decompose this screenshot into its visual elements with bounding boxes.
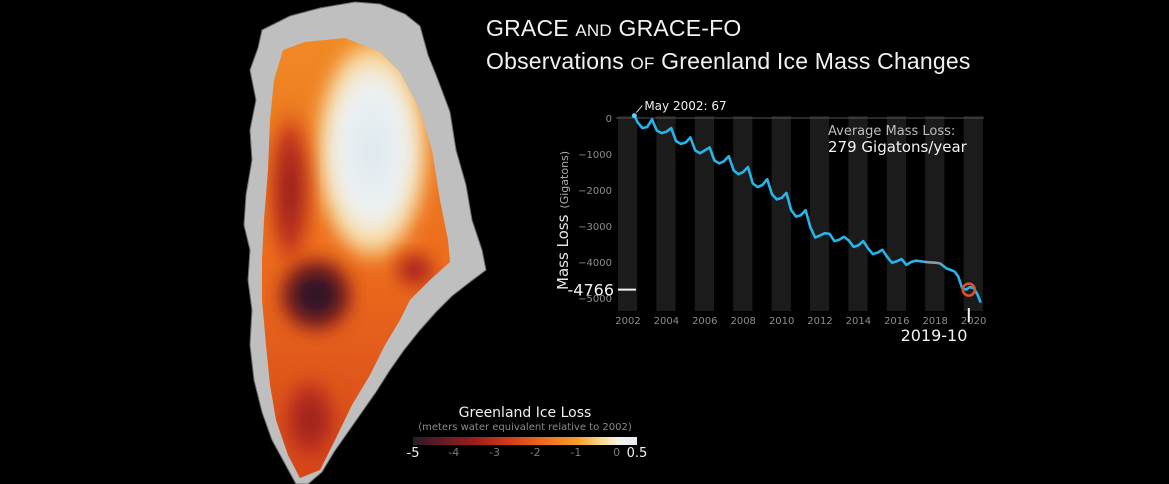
x-tick-label: 2018 xyxy=(922,316,947,327)
colorbar-tick-label: -5 xyxy=(406,446,420,461)
year-band xyxy=(656,116,676,311)
colorbar xyxy=(413,437,637,445)
ice-interior-low-loss xyxy=(310,38,434,270)
legend-subtitle: (meters water equivalent relative to 200… xyxy=(418,422,632,433)
year-band xyxy=(963,116,983,311)
x-axis: 2002 2004 2006 2008 2010 2012 2014 2016 2018 2020 xyxy=(615,316,986,327)
start-point-marker xyxy=(631,113,637,119)
y-axis-label-main: Mass Loss xyxy=(554,214,572,290)
jakobshavn-loss xyxy=(274,253,358,337)
x-tick-label: 2020 xyxy=(961,316,986,327)
current-date-label: 2019-10 xyxy=(901,326,968,345)
x-tick-label: 2008 xyxy=(730,316,755,327)
current-value-label: -4766 xyxy=(568,281,615,300)
title-of: OF xyxy=(630,54,655,73)
y-axis-label-unit: (Gigatons) xyxy=(558,151,571,209)
y-tick-label: −1000 xyxy=(578,150,612,161)
year-band xyxy=(848,116,868,311)
y-tick-label: 0 xyxy=(606,114,612,125)
y-axis-label: Mass Loss (Gigatons) xyxy=(554,151,572,290)
legend-title: Greenland Ice Loss xyxy=(458,405,592,421)
year-band xyxy=(618,116,638,311)
series-line-grace xyxy=(632,114,927,267)
east-coast-loss xyxy=(391,248,439,292)
x-tick-label: 2002 xyxy=(615,316,640,327)
title-grace: GRACE xyxy=(486,15,569,41)
x-tick-label: 2014 xyxy=(846,316,871,327)
current-point-circle xyxy=(961,282,977,297)
y-tick-label: −5000 xyxy=(578,294,612,305)
colorbar-tick-label: 0 xyxy=(613,446,621,459)
year-band xyxy=(733,116,753,311)
average-mass-loss-value: 279 Gigatons/year xyxy=(828,138,968,156)
title-greenland: Greenland Ice Mass Changes xyxy=(661,48,971,74)
colorbar-ticks: -5 -4 -3 -2 -1 0 0.5 xyxy=(405,446,648,462)
start-point-leader xyxy=(635,105,643,113)
colorbar-legend: Greenland Ice Loss (meters water equival… xyxy=(405,404,648,462)
colorbar-tick-label: -3 xyxy=(488,446,500,459)
average-mass-loss-label: Average Mass Loss: xyxy=(828,124,955,139)
annotations: May 2002: 67 Average Mass Loss:279 Gigato… xyxy=(568,99,977,345)
south-west-loss xyxy=(276,368,344,472)
x-tick-label: 2004 xyxy=(654,316,679,327)
x-tick-label: 2016 xyxy=(884,316,909,327)
colorbar-tick-label: -1 xyxy=(570,446,582,459)
title-line-2: Observations OF Greenland Ice Mass Chang… xyxy=(486,46,971,79)
y-axis: 0 −1000 −2000 −3000 −4000 −5000 xyxy=(578,114,612,305)
title-observations: Observations xyxy=(486,48,624,74)
year-band xyxy=(810,116,830,311)
west-coast-loss xyxy=(265,100,315,280)
y-tick-label: −3000 xyxy=(578,222,612,233)
title-grace-fo: GRACE-FO xyxy=(618,15,742,41)
colorbar-tick-label: -4 xyxy=(448,446,460,459)
year-band xyxy=(771,116,791,311)
year-band xyxy=(694,116,714,311)
x-tick-label: 2010 xyxy=(769,316,794,327)
title-line-1: GRACE AND GRACE-FO xyxy=(486,13,971,46)
series-line-gap-interpolated- xyxy=(924,260,945,267)
title-and: AND xyxy=(575,21,612,40)
colorbar-tick-label: 0.5 xyxy=(626,446,648,461)
y-tick-label: −2000 xyxy=(578,186,612,197)
page-title: GRACE AND GRACE-FO Observations OF Green… xyxy=(486,13,971,79)
year-bands xyxy=(618,116,983,311)
colorbar-tick-label: -2 xyxy=(529,446,541,459)
y-tick-label: −4000 xyxy=(578,258,612,269)
x-tick-label: 2012 xyxy=(807,316,832,327)
x-tick-label: 2006 xyxy=(692,316,717,327)
start-point-label: May 2002: 67 xyxy=(644,99,726,113)
